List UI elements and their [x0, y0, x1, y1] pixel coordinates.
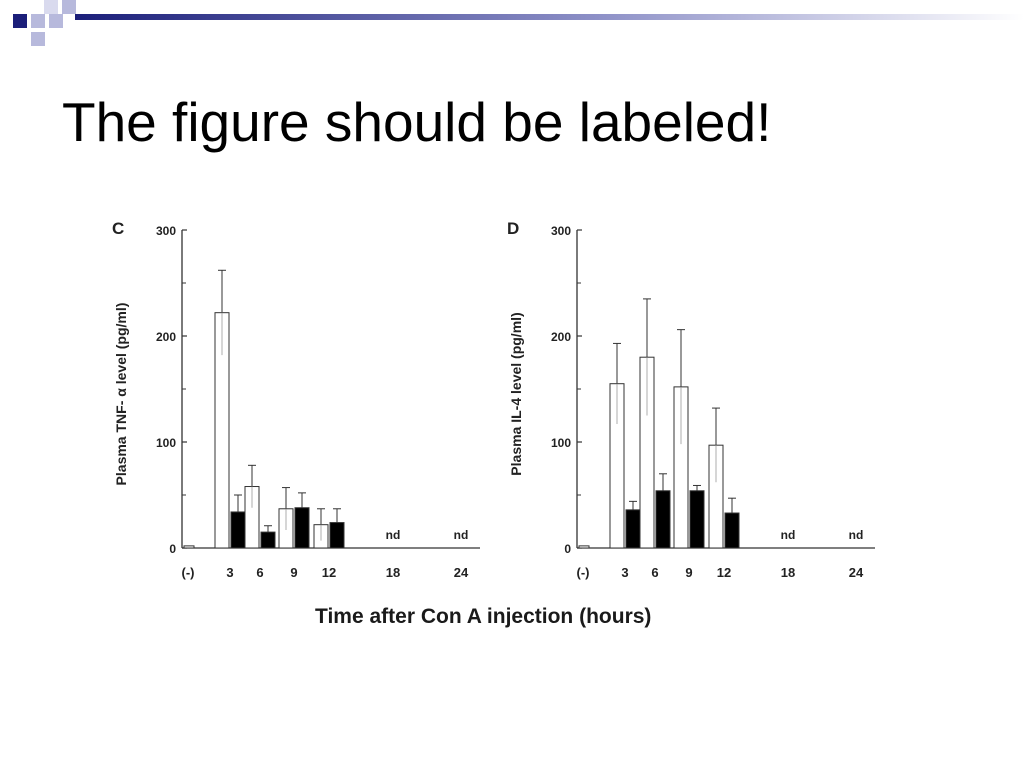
x-tick-label: 24 [849, 565, 864, 580]
y-tick-label: 0 [169, 542, 176, 556]
header-gradient-bar [75, 14, 1024, 20]
not-detected-annotation: nd [781, 528, 796, 542]
black-bar [329, 522, 345, 549]
not-detected-annotation: nd [849, 528, 864, 542]
y-axis-label: Plasma IL-4 level (pg/ml) [508, 312, 524, 475]
x-tick-label: (-) [577, 565, 590, 580]
chart-panel-d: D Plasma IL-4 level (pg/ml) 0 100 200 300 (-) 3… [507, 219, 875, 580]
x-tick-label: 18 [386, 565, 400, 580]
slide-corner-decoration [13, 0, 1024, 46]
black-bar [655, 490, 671, 549]
not-detected-annotation: nd [454, 528, 469, 542]
chart-panel-c: C Plasma TNF- α level (pg/ml) 0 100 200 300 (-… [112, 219, 480, 580]
x-tick-label: 6 [256, 565, 263, 580]
chart-plot-area: D Plasma IL-4 level (pg/ml) 0 100 200 300 (-) 3… [507, 219, 875, 580]
black-bar [625, 509, 641, 549]
y-tick-label: 100 [156, 436, 176, 450]
deco-square-dark [13, 14, 27, 28]
x-tick-label: 24 [454, 565, 469, 580]
y-tick-label: 200 [551, 330, 571, 344]
y-axis-label: Plasma TNF- α level (pg/ml) [113, 303, 129, 486]
black-bar [689, 490, 705, 549]
chart-plot-area: C Plasma TNF- α level (pg/ml) 0 100 200 300 (-… [112, 219, 480, 580]
white-bar [578, 545, 590, 549]
white-bar [183, 545, 195, 549]
panel-label: D [507, 219, 519, 238]
panel-label: C [112, 219, 124, 238]
y-tick-label: 0 [564, 542, 571, 556]
x-tick-label: (-) [182, 565, 195, 580]
deco-square-light-1 [31, 14, 45, 28]
x-axis-title: Time after Con A injection (hours) [315, 605, 652, 628]
deco-square-light-2 [49, 14, 63, 28]
deco-square-light-3 [62, 0, 76, 14]
not-detected-annotation: nd [386, 528, 401, 542]
x-tick-label: 3 [226, 565, 233, 580]
x-tick-label: 12 [322, 565, 336, 580]
y-tick-label: 300 [156, 224, 176, 238]
black-bar [230, 511, 246, 549]
x-tick-label: 12 [717, 565, 731, 580]
black-bar [260, 531, 276, 549]
y-tick-label: 100 [551, 436, 571, 450]
deco-square-light-4 [31, 32, 45, 46]
x-tick-label: 18 [781, 565, 795, 580]
slide-title: The figure should be labeled! [62, 91, 772, 153]
y-tick-label: 300 [551, 224, 571, 238]
x-tick-label: 3 [621, 565, 628, 580]
black-bar [724, 512, 740, 549]
x-tick-label: 9 [290, 565, 297, 580]
x-tick-label: 6 [651, 565, 658, 580]
y-tick-label: 200 [156, 330, 176, 344]
x-tick-label: 9 [685, 565, 692, 580]
black-bar [294, 507, 310, 549]
deco-square-light-5 [44, 0, 58, 14]
